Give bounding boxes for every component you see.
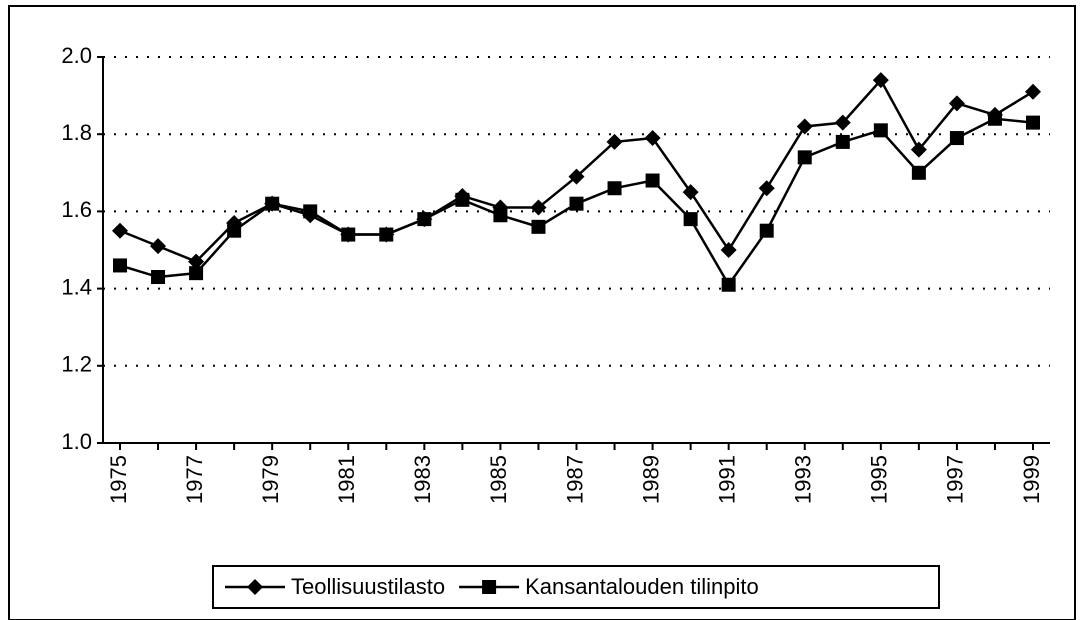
marker xyxy=(721,277,736,292)
marker xyxy=(606,133,623,150)
marker xyxy=(303,204,318,219)
x-tick-label: 1989 xyxy=(638,455,663,504)
marker xyxy=(758,180,775,197)
marker xyxy=(759,223,774,238)
legend-label: Kansantalouden tilinpito xyxy=(525,574,759,599)
marker xyxy=(987,111,1002,126)
marker xyxy=(948,95,965,112)
marker xyxy=(1025,83,1041,100)
marker xyxy=(797,150,812,165)
x-tick-label: 1997 xyxy=(943,455,968,504)
marker xyxy=(341,227,356,242)
marker xyxy=(482,580,497,594)
marker xyxy=(949,131,964,146)
marker xyxy=(150,238,167,255)
marker xyxy=(265,196,280,211)
x-tick-label: 1999 xyxy=(1019,455,1044,504)
chart-frame xyxy=(8,5,1076,620)
x-tick-label: 1993 xyxy=(791,455,816,504)
marker xyxy=(568,168,585,185)
y-tick-label: 1.0 xyxy=(61,429,92,454)
marker xyxy=(1026,115,1040,130)
y-tick-label: 1.6 xyxy=(61,197,92,222)
marker xyxy=(188,253,205,270)
marker xyxy=(530,199,547,216)
marker xyxy=(189,266,204,281)
marker xyxy=(720,242,737,258)
marker xyxy=(873,123,888,138)
x-tick-label: 1983 xyxy=(410,455,435,504)
marker xyxy=(796,118,813,135)
marker xyxy=(247,579,263,595)
x-tick-label: 1981 xyxy=(334,455,359,504)
marker xyxy=(834,114,851,131)
marker xyxy=(682,184,699,201)
marker xyxy=(151,270,166,285)
marker xyxy=(607,181,622,196)
x-tick-label: 1977 xyxy=(182,455,207,504)
marker xyxy=(683,212,698,227)
marker xyxy=(531,219,546,234)
marker xyxy=(645,173,660,188)
marker xyxy=(227,223,242,238)
x-tick-label: 1975 xyxy=(106,455,131,504)
legend-label: Teollisuustilasto xyxy=(291,574,445,599)
x-tick-label: 1979 xyxy=(258,455,283,504)
marker xyxy=(112,222,128,239)
x-tick-label: 1985 xyxy=(486,455,511,504)
marker xyxy=(493,208,508,223)
legend-box xyxy=(212,565,940,609)
marker xyxy=(417,212,432,227)
y-tick-label: 1.4 xyxy=(61,274,92,299)
marker xyxy=(910,141,927,158)
marker xyxy=(379,227,394,242)
x-tick-label: 1987 xyxy=(562,455,587,504)
marker xyxy=(644,130,661,147)
marker xyxy=(835,134,850,149)
legend: Teollisuustilasto Kansantalouden tilinpit… xyxy=(212,565,940,609)
marker xyxy=(113,258,127,273)
marker xyxy=(872,72,889,89)
marker xyxy=(911,165,926,180)
marker xyxy=(569,196,584,211)
x-tick-label: 1991 xyxy=(714,455,739,504)
marker xyxy=(455,192,470,207)
y-tick-label: 2.0 xyxy=(61,43,92,68)
y-tick-label: 1.8 xyxy=(61,120,92,145)
x-tick-label: 1995 xyxy=(867,455,892,504)
y-tick-label: 1.2 xyxy=(61,352,92,377)
